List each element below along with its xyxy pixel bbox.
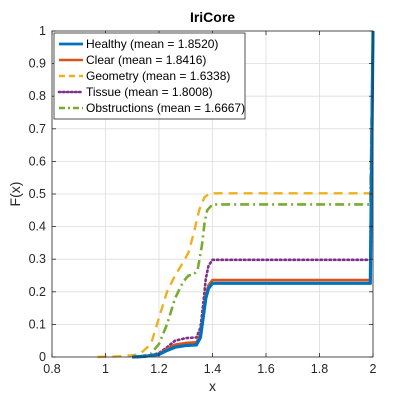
y-tick-label: 0.2 xyxy=(29,285,46,299)
legend-box xyxy=(53,32,246,120)
x-tick-label: 0.8 xyxy=(43,362,60,376)
series-line-healthy xyxy=(132,30,375,359)
y-tick-label: 1 xyxy=(39,24,46,38)
ticks: 0.8 1 1.2 1.4 1.6 1.8 2 0 0.1 0.2 0.3 0.4 0.5 0.6 0.7 0… xyxy=(29,24,377,376)
legend-label: Clear (mean = 1.8416) xyxy=(86,53,206,67)
x-tick-label: 1.4 xyxy=(204,362,221,376)
legend-label: Obstructions (mean = 1.6667) xyxy=(86,101,245,115)
x-tick-label: 1.6 xyxy=(257,362,274,376)
legend-label: Healthy (mean = 1.8520) xyxy=(86,37,218,51)
chart-title: IriCore xyxy=(190,9,235,25)
series-line-obstructions xyxy=(137,30,375,359)
x-tick-label: 1.2 xyxy=(150,362,167,376)
y-tick-label: 0.4 xyxy=(29,220,46,234)
y-tick-label: 0.6 xyxy=(29,154,46,168)
series-line-geometry xyxy=(97,30,375,359)
series-layer xyxy=(97,29,375,359)
x-tick-label: 2 xyxy=(370,362,377,376)
y-tick-label: 0.7 xyxy=(29,122,46,136)
y-tick-label: 0 xyxy=(39,350,46,364)
y-tick-label: 0.9 xyxy=(29,57,46,71)
legend-label: Geometry (mean = 1.6338) xyxy=(86,69,230,83)
x-tick-label: 1 xyxy=(102,362,109,376)
y-tick-label: 0.1 xyxy=(29,317,46,331)
y-tick-label: 0.3 xyxy=(29,252,46,266)
x-tick-label: 1.8 xyxy=(311,362,328,376)
x-axis-label: x xyxy=(209,378,216,394)
y-axis-label: F(x) xyxy=(7,182,23,207)
legend: Healthy (mean = 1.8520) Clear (mean = 1.8… xyxy=(53,32,246,120)
y-tick-label: 0.5 xyxy=(29,187,46,201)
legend-label: Tissue (mean = 1.8008) xyxy=(86,85,213,99)
y-tick-label: 0.8 xyxy=(29,89,46,103)
